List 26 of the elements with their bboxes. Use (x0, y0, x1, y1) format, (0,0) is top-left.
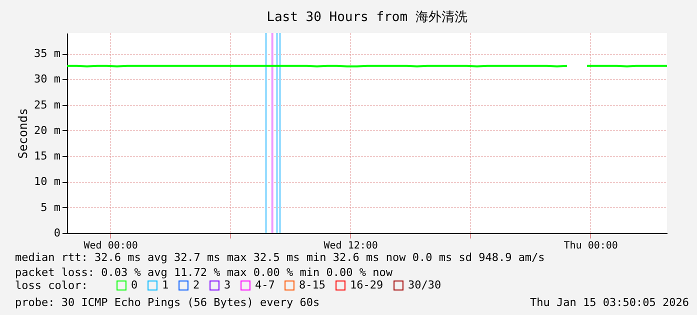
legend-label: 2 (193, 278, 200, 292)
y-tick-label: 5 m (40, 200, 61, 214)
x-tick-label: Wed 12:00 (324, 240, 378, 252)
y-tick-label: 35 m (34, 47, 61, 60)
text: median rtt: 32.6 ms avg 32.7 ms max 32.5 ms min 32.6 ms now 0.0 ms sd 948.9 am/s (15, 251, 545, 264)
y-tick-label: 10 m (34, 175, 61, 188)
y-tick-label: 15 m (34, 150, 61, 163)
text: packet loss: 0.03 % avg 11.72 % max 0.00 % min 0.00 % now (15, 266, 393, 279)
y-tick-label: 30 m (34, 72, 61, 86)
text: probe: 30 ICMP Echo Pings (56 Bytes) every 60s (15, 296, 320, 309)
legend-label: 0 (131, 278, 138, 292)
legend-label: 1 (162, 278, 169, 292)
x-tick-label: Wed 00:00 (84, 240, 138, 252)
legend-label: 3 (224, 278, 231, 292)
legend-label: 4-7 (255, 278, 275, 292)
legend-label: 30/30 (408, 278, 442, 292)
legend-label: 8-15 (299, 278, 326, 292)
y-tick-label: 0 (54, 226, 60, 240)
text: Thu Jan 15 03:50:05 2026 (530, 296, 689, 309)
y-tick-label: 25 m (34, 98, 61, 112)
y-axis-title: Seconds (16, 108, 30, 159)
chart-title: Last 30 Hours from 海外清洗 (266, 10, 468, 25)
x-tick-label: Thu 00:00 (564, 240, 618, 252)
legend-title: loss color: (15, 279, 88, 292)
legend-label: 16-29 (350, 278, 384, 292)
y-tick-label: 20 m (34, 124, 61, 137)
